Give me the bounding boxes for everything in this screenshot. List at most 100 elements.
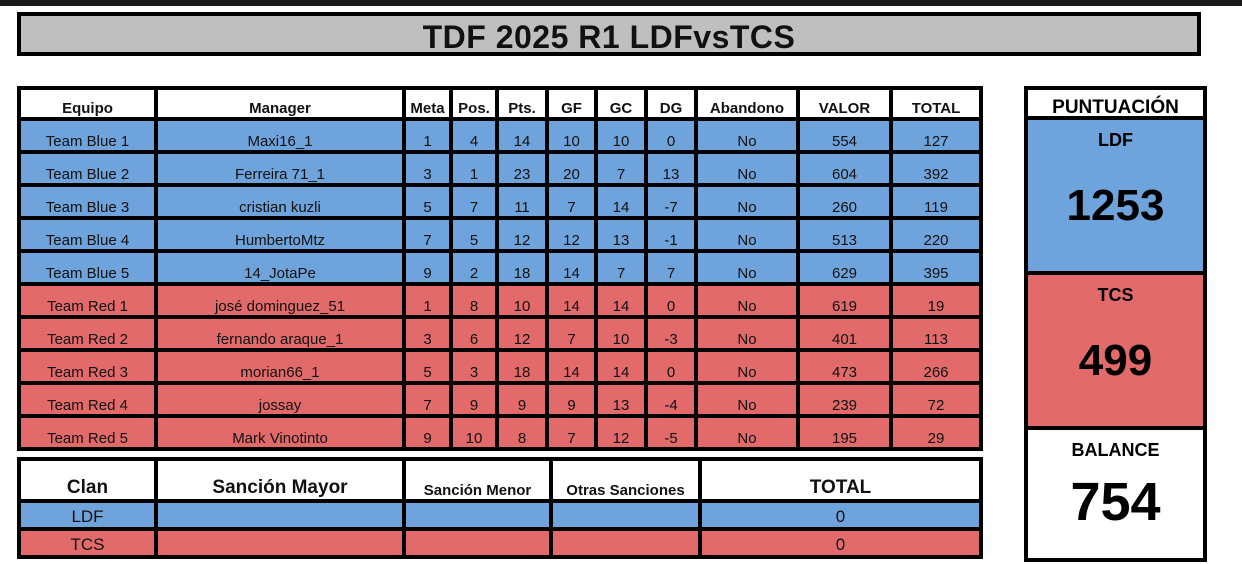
cell-gf: 7 <box>545 315 598 352</box>
cell-pos: 8 <box>449 282 499 319</box>
sanctions-header-row: Clan Sanción Mayor Sanción Menor Otras S… <box>17 457 983 503</box>
cell-abandono: No <box>694 282 800 319</box>
cell-gc: 14 <box>594 282 648 319</box>
cell-gf: 14 <box>545 348 598 385</box>
header-sanctions-total: TOTAL <box>698 457 983 503</box>
cell-gc: 13 <box>594 216 648 253</box>
cell-total: 0 <box>698 527 983 559</box>
cell-total: 392 <box>889 150 983 187</box>
cell-equipo: Team Blue 5 <box>17 249 158 286</box>
tcs-score-block: TCS 499 <box>1028 275 1203 430</box>
team-row: Team Blue 1 Maxi16_1 1 4 14 10 10 0 No 554 127 <box>17 117 983 154</box>
cell-total: 19 <box>889 282 983 319</box>
cell-pos: 1 <box>449 150 499 187</box>
cell-pts: 10 <box>495 282 549 319</box>
score-header: PUNTUACIÓN <box>1028 90 1203 120</box>
cell-dg: -4 <box>644 381 698 418</box>
header-pos: Pos. <box>449 86 499 121</box>
cell-dg: 13 <box>644 150 698 187</box>
cell-valor: 195 <box>796 414 893 451</box>
cell-pos: 4 <box>449 117 499 154</box>
cell-gc: 10 <box>594 315 648 352</box>
cell-pos: 6 <box>449 315 499 352</box>
cell-pts: 18 <box>495 249 549 286</box>
cell-equipo: Team Red 3 <box>17 348 158 385</box>
cell-dg: -1 <box>644 216 698 253</box>
header-gc: GC <box>594 86 648 121</box>
cell-pos: 3 <box>449 348 499 385</box>
cell-pts: 12 <box>495 216 549 253</box>
cell-gf: 14 <box>545 249 598 286</box>
cell-equipo: Team Red 4 <box>17 381 158 418</box>
cell-dg: -3 <box>644 315 698 352</box>
cell-otras-sanciones <box>549 499 702 531</box>
cell-valor: 260 <box>796 183 893 220</box>
cell-equipo: Team Blue 2 <box>17 150 158 187</box>
cell-valor: 513 <box>796 216 893 253</box>
cell-pos: 10 <box>449 414 499 451</box>
cell-abandono: No <box>694 216 800 253</box>
cell-manager: jossay <box>154 381 406 418</box>
header-sancion-mayor: Sanción Mayor <box>154 457 406 503</box>
team-row: Team Blue 5 14_JotaPe 9 2 18 14 7 7 No 629 395 <box>17 249 983 286</box>
cell-gf: 20 <box>545 150 598 187</box>
sanctions-table: Clan Sanción Mayor Sanción Menor Otras S… <box>17 457 983 559</box>
cell-gf: 7 <box>545 183 598 220</box>
ldf-label: LDF <box>1098 130 1133 150</box>
cell-pts: 8 <box>495 414 549 451</box>
cell-equipo: Team Blue 1 <box>17 117 158 154</box>
cell-meta: 5 <box>402 348 453 385</box>
cell-pos: 2 <box>449 249 499 286</box>
team-row: Team Blue 3 cristian kuzli 5 7 11 7 14 -7 No 260 1… <box>17 183 983 220</box>
cell-dg: -7 <box>644 183 698 220</box>
cell-abandono: No <box>694 249 800 286</box>
title-banner: TDF 2025 R1 LDFvsTCS <box>17 12 1201 56</box>
cell-gf: 12 <box>545 216 598 253</box>
cell-dg: -5 <box>644 414 698 451</box>
tcs-label: TCS <box>1097 285 1134 305</box>
cell-abandono: No <box>694 150 800 187</box>
balance-score: 754 <box>1070 472 1161 532</box>
cell-abandono: No <box>694 381 800 418</box>
ldf-score-block: LDF 1253 <box>1028 120 1203 275</box>
cell-sancion-mayor <box>154 499 406 531</box>
team-row: Team Blue 4 HumbertoMtz 7 5 12 12 13 -1 No 513 220 <box>17 216 983 253</box>
header-valor: VALOR <box>796 86 893 121</box>
cell-manager: josé dominguez_51 <box>154 282 406 319</box>
cell-total: 113 <box>889 315 983 352</box>
cell-gc: 13 <box>594 381 648 418</box>
cell-sancion-menor <box>402 499 553 531</box>
cell-equipo: Team Red 5 <box>17 414 158 451</box>
cell-gc: 10 <box>594 117 648 154</box>
cell-total: 266 <box>889 348 983 385</box>
team-row: Team Red 4 jossay 7 9 9 9 13 -4 No 239 72 <box>17 381 983 418</box>
cell-meta: 3 <box>402 150 453 187</box>
score-panel: PUNTUACIÓN LDF 1253 TCS 499 BALANCE 754 <box>1024 86 1207 562</box>
cell-gc: 12 <box>594 414 648 451</box>
header-meta: Meta <box>402 86 453 121</box>
cell-valor: 619 <box>796 282 893 319</box>
cell-total: 220 <box>889 216 983 253</box>
header-otras-sanciones: Otras Sanciones <box>549 457 702 503</box>
cell-sancion-menor <box>402 527 553 559</box>
cell-clan: LDF <box>17 499 158 531</box>
cell-otras-sanciones <box>549 527 702 559</box>
cell-total: 127 <box>889 117 983 154</box>
cell-equipo: Team Red 2 <box>17 315 158 352</box>
cell-gf: 14 <box>545 282 598 319</box>
cell-valor: 239 <box>796 381 893 418</box>
clan-row: TCS 0 <box>17 527 983 559</box>
balance-block: BALANCE 754 <box>1028 430 1203 558</box>
clan-row: LDF 0 <box>17 499 983 531</box>
cell-pts: 9 <box>495 381 549 418</box>
cell-valor: 554 <box>796 117 893 154</box>
cell-meta: 1 <box>402 117 453 154</box>
balance-label: BALANCE <box>1071 440 1160 460</box>
cell-manager: Mark Vinotinto <box>154 414 406 451</box>
cell-manager: Maxi16_1 <box>154 117 406 154</box>
team-row: Team Red 3 morian66_1 5 3 18 14 14 0 No 473 266 <box>17 348 983 385</box>
cell-abandono: No <box>694 315 800 352</box>
cell-meta: 1 <box>402 282 453 319</box>
cell-total: 29 <box>889 414 983 451</box>
header-pts: Pts. <box>495 86 549 121</box>
